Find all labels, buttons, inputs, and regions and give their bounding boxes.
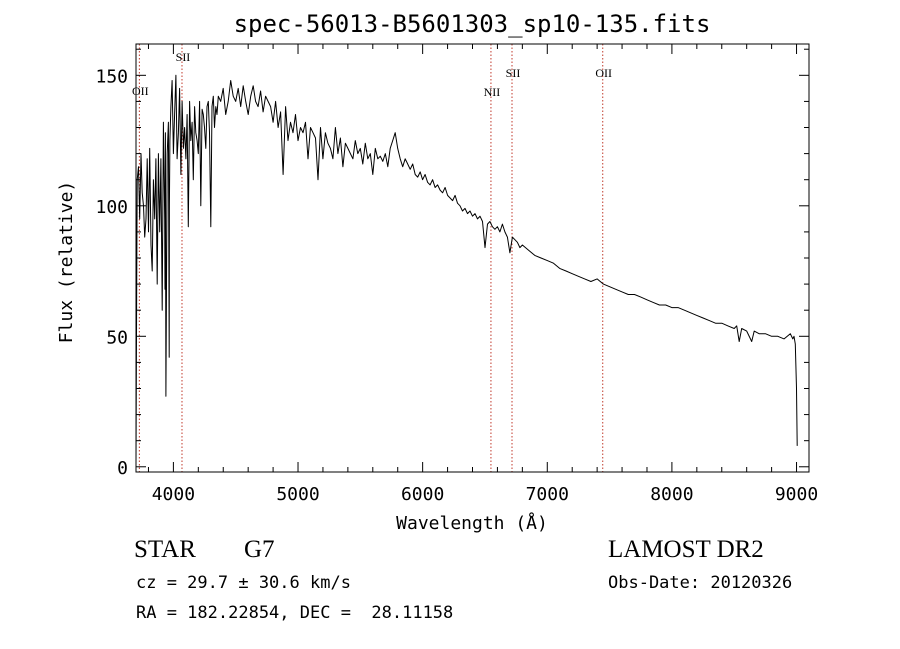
x-tick-label: 7000 bbox=[526, 484, 569, 505]
flux-series-line bbox=[135, 74, 798, 462]
y-tick-label: 50 bbox=[106, 327, 128, 348]
spectral-line-label: NII bbox=[484, 85, 501, 99]
x-axis-label: Wavelength (Å) bbox=[396, 512, 548, 534]
x-tick-label: 5000 bbox=[276, 484, 319, 505]
axes: 4000 5000 6000 7000 8000 9000 0 50 100 150 bbox=[95, 44, 818, 505]
spectral-line-label: SII bbox=[506, 66, 521, 80]
redshift-velocity: cz = 29.7 ± 30.6 km/s bbox=[136, 573, 351, 593]
chart-title: spec-56013-B5601303_sp10-135.fits bbox=[234, 10, 711, 38]
spectral-line-label: OII bbox=[595, 66, 612, 80]
y-axis-label: Flux (relative) bbox=[56, 181, 77, 344]
x-tick-label: 4000 bbox=[152, 484, 195, 505]
y-tick-label: 100 bbox=[95, 197, 128, 218]
plot-frame bbox=[135, 43, 810, 473]
ra-dec-coordinates: RA = 182.22854, DEC = 28.11158 bbox=[136, 603, 454, 623]
x-tick-label: 8000 bbox=[650, 484, 693, 505]
spectrum-series bbox=[135, 74, 798, 462]
x-tick-label: 6000 bbox=[401, 484, 444, 505]
y-tick-label: 0 bbox=[117, 458, 128, 479]
survey-name: LAMOST DR2 bbox=[608, 536, 764, 563]
observation-date: Obs-Date: 20120326 bbox=[608, 573, 793, 593]
spectral-line-label: SII bbox=[176, 50, 191, 64]
spectral-line-label: OII bbox=[132, 84, 149, 98]
y-tick-label: 150 bbox=[95, 66, 128, 87]
x-tick-label: 9000 bbox=[775, 484, 818, 505]
object-class: STAR bbox=[134, 536, 196, 563]
object-subclass: G7 bbox=[244, 536, 275, 563]
